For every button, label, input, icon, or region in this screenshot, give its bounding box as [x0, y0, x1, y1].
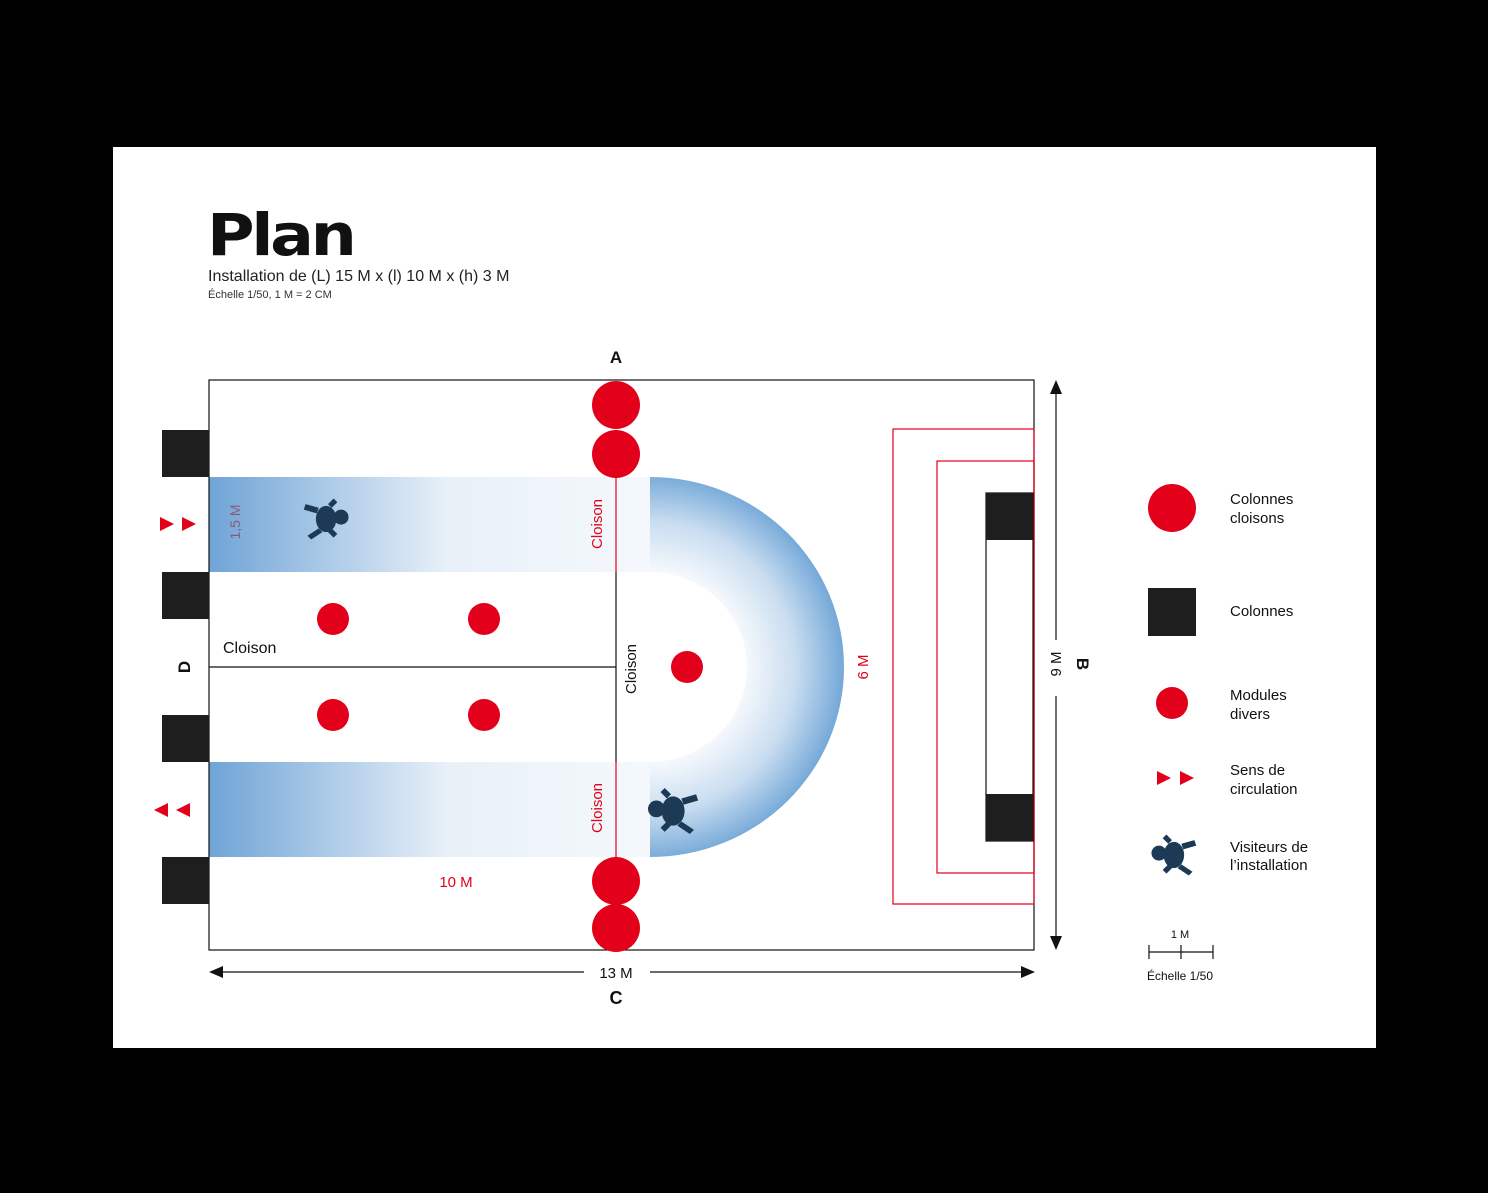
legend-arrow-icon: [1180, 771, 1194, 785]
legend-arrow-icon: [1157, 771, 1171, 785]
legend-partition-column-icon: [1148, 484, 1196, 532]
dimension-width: [209, 966, 1035, 978]
arrow-left-icon: [176, 803, 190, 817]
column-square: [986, 493, 1033, 540]
column-square: [986, 794, 1033, 841]
scale-bar-caption: Échelle 1/50: [1147, 968, 1213, 983]
legend-label: divers: [1230, 706, 1270, 723]
modules: [317, 603, 703, 731]
scale-note: Échelle 1/50, 1 M = 2 CM: [208, 289, 332, 301]
legend-label: Modules: [1230, 687, 1287, 704]
legend-column-icon: [1148, 588, 1196, 636]
legend: Colonnes cloisons Colonnes Modules diver…: [1147, 484, 1308, 983]
partition-label: Cloison: [223, 640, 276, 657]
side-label-c: C: [610, 988, 623, 1008]
side-label-a: A: [610, 348, 622, 367]
column-square: [162, 715, 209, 762]
side-label-b: B: [1073, 658, 1092, 670]
column-square: [162, 430, 209, 477]
middle-frame: [936, 460, 1035, 874]
side-label-d: D: [175, 661, 194, 673]
legend-label: Colonnes: [1230, 491, 1293, 508]
stage-area: [892, 428, 1035, 905]
module-dot: [468, 699, 500, 731]
direction-arrows-out: [154, 803, 190, 817]
legend-label: Visiteurs de: [1230, 839, 1308, 856]
legend-label: l’installation: [1230, 857, 1308, 874]
arrow-down-icon: [1050, 936, 1062, 950]
partition-label: Cloison: [589, 783, 606, 833]
column-square: [162, 572, 209, 619]
dimension-height: [1050, 380, 1062, 950]
legend-label: cloisons: [1230, 510, 1284, 527]
column-square: [162, 857, 209, 904]
direction-arrows-in: [160, 517, 196, 531]
legend-label: Colonnes: [1230, 603, 1293, 620]
partition-label: Cloison: [589, 499, 606, 549]
partition-columns: [592, 381, 640, 952]
partition-column: [592, 857, 640, 905]
module-dot: [468, 603, 500, 635]
scale-bar-label: 1 M: [1171, 929, 1189, 941]
circulation-lane: [209, 477, 844, 857]
page-title: Plan: [207, 201, 357, 269]
dimension-width-label: 13 M: [599, 965, 632, 982]
module-dot: [317, 603, 349, 635]
legend-module-icon: [1156, 687, 1188, 719]
partition-column: [592, 904, 640, 952]
partition-column: [592, 430, 640, 478]
dimension-height-label: 9 M: [1048, 651, 1065, 676]
installation-dimensions: Installation de (L) 15 M x (l) 10 M x (h…: [208, 268, 510, 285]
module-dot: [671, 651, 703, 683]
legend-visitor-icon: [1151, 834, 1197, 876]
radius-label: 6 M: [855, 654, 872, 679]
partition-column: [592, 381, 640, 429]
length-label: 10 M: [439, 874, 472, 891]
arrow-left-icon: [209, 966, 223, 978]
arrow-right-icon: [182, 517, 196, 531]
arrow-right-icon: [1021, 966, 1035, 978]
lane-bottom: [209, 762, 650, 857]
arrow-up-icon: [1050, 380, 1062, 394]
lane-top: [209, 477, 650, 572]
lane-arc: [650, 477, 844, 857]
legend-label: circulation: [1230, 781, 1298, 798]
left-columns: [162, 430, 209, 904]
partition-label: Cloison: [623, 644, 640, 694]
inner-frame: [985, 492, 1034, 842]
legend-label: Sens de: [1230, 762, 1285, 779]
scale-bar: [1148, 945, 1214, 959]
arrow-left-icon: [154, 803, 168, 817]
arrow-right-icon: [160, 517, 174, 531]
lane-width-label: 1,5 M: [227, 504, 243, 539]
module-dot: [317, 699, 349, 731]
